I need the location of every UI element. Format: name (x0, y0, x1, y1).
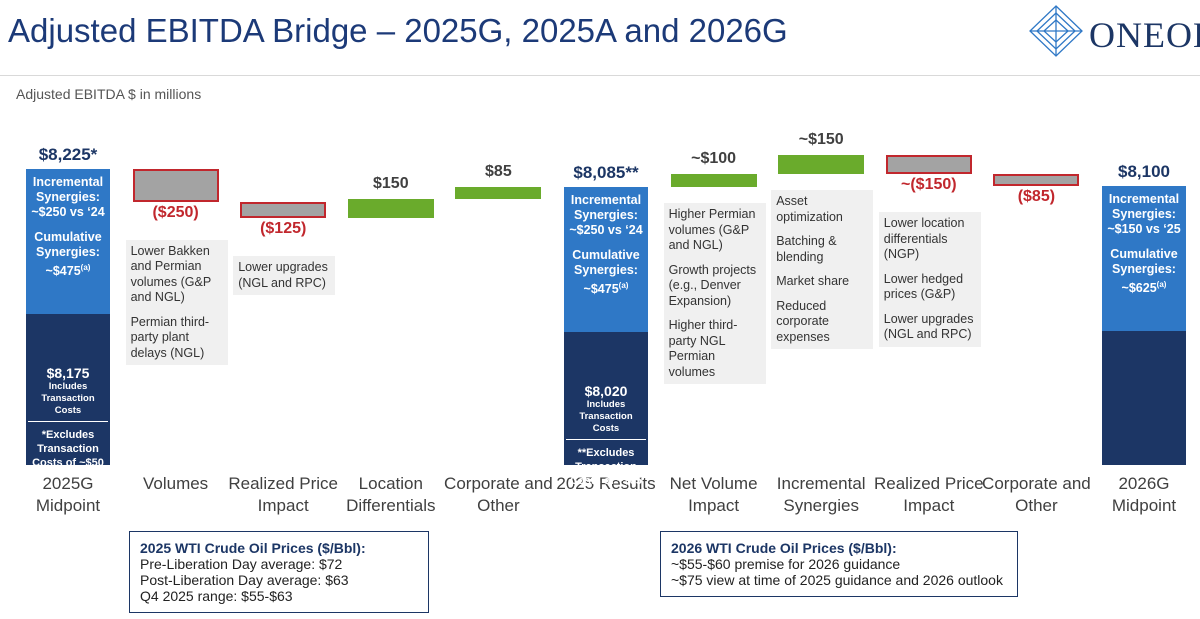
bar-text-line: Incremental Synergies: ~$250 vs ‘24 (567, 193, 645, 238)
total-bar-base (1102, 330, 1186, 465)
value-label: ~$150 (798, 131, 844, 148)
value-label: $85 (485, 163, 512, 181)
note-box: Lower Bakken and Permian volumes (G&P an… (125, 239, 228, 366)
info-box-line: ~$75 view at time of 2025 guidance and 2… (671, 572, 1003, 588)
x-category-label: Realized Price Impact (873, 474, 984, 515)
bar (885, 155, 972, 175)
info-box-line: Post-Liberation Day average: $63 (140, 572, 349, 588)
superscript: (a) (1156, 279, 1167, 289)
header-rule (0, 75, 1200, 76)
bar (240, 201, 327, 218)
x-category-label: Net Volume Impact (669, 474, 758, 515)
x-category-label: 2025G Midpoint (35, 474, 101, 515)
bar-text: Incremental Synergies: ~$250 vs ‘24 Cumul… (564, 187, 648, 313)
bar-text: Incremental Synergies: ~$150 vs ‘25 Cumul… (1102, 186, 1186, 312)
note-text: Lower upgrades (NGL and RPC) (883, 311, 974, 342)
bar-text: Incremental Synergies: ~$250 vs ‘24 (31, 175, 105, 220)
note-text: Lower hedged prices (G&P) (883, 271, 964, 302)
superscript: (a) (618, 281, 629, 291)
x-category-label: Incremental Synergies (776, 474, 866, 515)
bar (347, 198, 434, 218)
x-category-label: Location Differentials (346, 474, 436, 515)
info-box-title: 2025 WTI Crude Oil Prices ($/Bbl): (140, 540, 366, 556)
info-box-line: Pre-Liberation Day average: $72 (140, 556, 343, 572)
value-label: $8,100 (1118, 161, 1170, 181)
x-category-label: 2025 Results (556, 474, 656, 493)
total-bar: Incremental Synergies: ~$150 vs ‘25 Cumul… (1102, 185, 1186, 465)
inner-value: $8,175 (46, 365, 90, 382)
note-text: Batching & blending (776, 234, 837, 264)
note-text: Lower upgrades (NGL and RPC) (238, 260, 328, 290)
note-text: Higher Permian volumes (G&P and NGL) (668, 207, 756, 253)
note-box: Lower upgrades (NGL and RPC) (233, 256, 336, 295)
x-category-label: Corporate and Other (444, 474, 553, 515)
bar (778, 155, 865, 175)
bar-text: Incremental Synergies: ~$250 vs ‘24 Cumul… (26, 169, 110, 295)
note-box: Asset optimization Batching & blending Mar… (771, 190, 874, 350)
note-text: Reduced corporate expenses (776, 298, 830, 344)
value-label: ($250) (152, 203, 199, 221)
bar (132, 169, 219, 202)
logo-icon (1029, 5, 1083, 57)
bar-text: Cumulative Synergies: ~$475 (34, 230, 102, 279)
total-bar: Incremental Synergies: ~$250 vs ‘24 Cumul… (564, 187, 648, 487)
subtitle: Adjusted EBITDA $ in millions (16, 86, 202, 102)
bar-text: $8,175 Includes Transaction Costs *Exclude… (26, 366, 110, 470)
note-text: Growth projects (e.g., Denver Expansion) (668, 262, 757, 308)
bar (455, 187, 542, 199)
info-box-line: ~$55-$60 premise for 2026 guidance (671, 556, 901, 572)
logo-text: ONEOK (1089, 15, 1200, 55)
info-box: 2026 WTI Crude Oil Prices ($/Bbl): ~$55-$… (660, 531, 1018, 597)
total-bar-base (26, 314, 110, 465)
value-label: $8,225* (38, 145, 98, 165)
inner-caption: Includes Transaction Costs (41, 381, 95, 417)
footnote: **Excludes Transaction Costs of ~$65 (570, 447, 642, 488)
note-text: Asset optimization (776, 194, 843, 224)
footnote: *Excludes Transaction Costs of ~$50 (32, 429, 104, 470)
bar-text-line: Cumulative Synergies: ~$475(a) (567, 248, 645, 297)
value-label: $150 (373, 174, 409, 192)
value-label: ($125) (260, 220, 307, 237)
x-category-label: Corporate and Other (982, 474, 1091, 515)
note-text: Lower Bakken and Permian volumes (G&P an… (130, 243, 211, 305)
bar-text: Incremental Synergies: ~$250 vs ‘24 (569, 193, 643, 238)
total-bar-base (564, 332, 648, 465)
info-box-title: 2026 WTI Crude Oil Prices ($/Bbl): (671, 540, 897, 556)
note-text: Permian third-party plant delays (NGL) (130, 314, 210, 360)
separator (566, 439, 646, 441)
bar-text-line: Incremental Synergies: ~$250 vs ‘24 (29, 175, 107, 220)
bar-text: Cumulative Synergies: ~$625 (1110, 246, 1178, 295)
superscript: (a) (80, 263, 91, 273)
info-box: 2025 WTI Crude Oil Prices ($/Bbl): Pre-Li… (129, 531, 429, 613)
note-text: Higher third-party NGL Permian volumes (668, 318, 738, 379)
inner-value: $8,020 (584, 383, 628, 400)
separator (28, 421, 108, 423)
bar-text: $8,020 Includes Transaction Costs **Exclud… (564, 384, 648, 488)
slide-title: Adjusted EBITDA Bridge – 2025G, 2025A an… (8, 12, 788, 49)
x-category-label: Realized Price Impact (228, 474, 338, 515)
x-category-label: 2026G Midpoint (1111, 474, 1177, 515)
bar-text-line: Cumulative Synergies: ~$625(a) (1105, 247, 1183, 296)
bar-text: Incremental Synergies: ~$150 vs ‘25 (1107, 191, 1181, 236)
note-text: Market share (776, 274, 850, 289)
value-label: ($85) (1017, 187, 1056, 205)
bar-text-line: Incremental Synergies: ~$150 vs ‘25 (1105, 192, 1183, 237)
bar (670, 174, 757, 188)
value-label: ~($150) (901, 176, 957, 194)
info-box-line: Q4 2025 range: $55-$63 (140, 588, 293, 604)
x-category-label: Volumes (142, 474, 209, 493)
total-bar: Incremental Synergies: ~$250 vs ‘24 Cumul… (26, 169, 110, 469)
value-label: $8,085** (573, 163, 639, 183)
note-box: Higher Permian volumes (G&P and NGL) Grow… (663, 203, 766, 385)
inner-caption: Includes Transaction Costs (579, 399, 633, 435)
bar (993, 174, 1080, 186)
bar-text: Cumulative Synergies: ~$475 (572, 248, 640, 297)
note-text: Lower location differentials (NGP) (883, 216, 965, 262)
bar-text-line: Cumulative Synergies: ~$475(a) (29, 230, 107, 279)
note-box: Lower location differentials (NGP) Lower … (878, 212, 981, 347)
value-label: ~$100 (691, 150, 737, 168)
